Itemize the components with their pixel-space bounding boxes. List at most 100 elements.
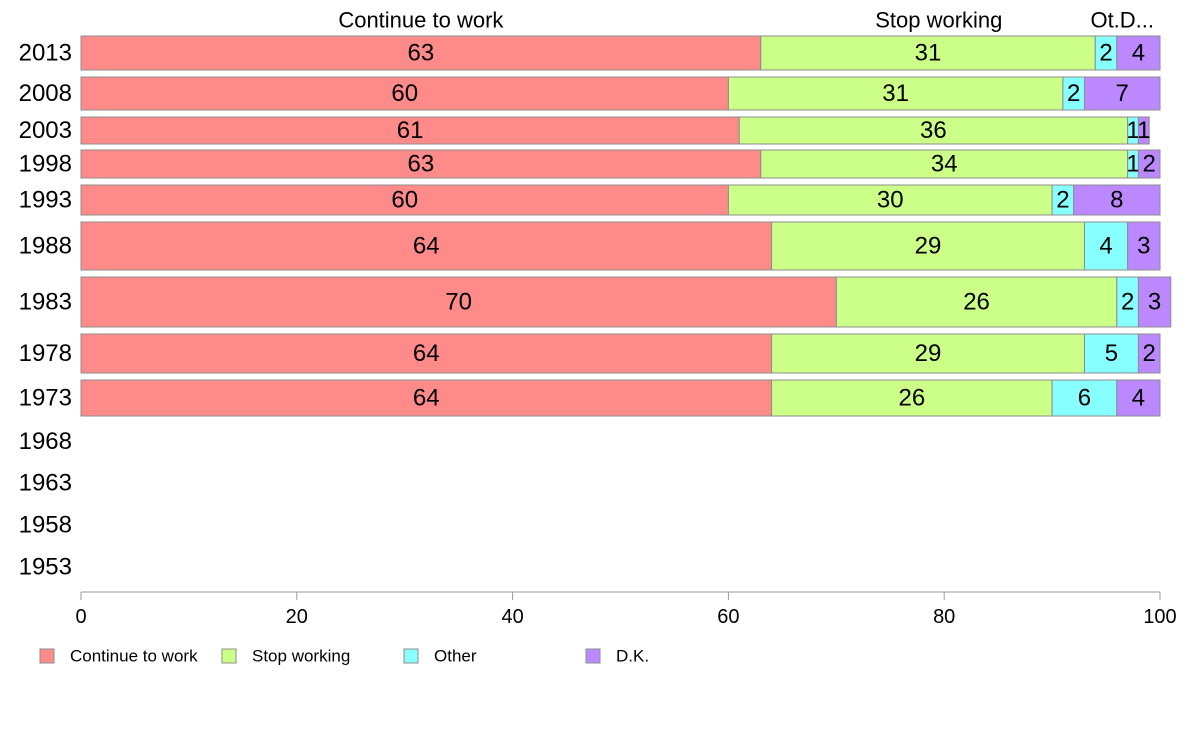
x-axis: 0 20 40 60 80 100	[75, 591, 1177, 628]
bar-data-label: 26	[963, 289, 990, 316]
bar-data-label: 2	[1143, 340, 1156, 367]
bar-segment	[1137, 116, 1150, 145]
bar-segment	[80, 276, 837, 328]
bar-data-label: 2	[1067, 80, 1080, 107]
column-header: Stop working	[875, 8, 1002, 33]
x-tick-label: 100	[1143, 606, 1176, 628]
bar-data-label: 64	[413, 385, 440, 412]
bar-data-label: 64	[413, 233, 440, 260]
bar-data-label: 63	[408, 40, 435, 67]
bar-data-label: 3	[1148, 289, 1161, 316]
bar-segment	[80, 184, 729, 216]
bar-segment	[80, 221, 773, 271]
column-header: Ot.D...	[1090, 8, 1154, 33]
bar-data-label: 1	[1126, 151, 1139, 178]
y-tick-label: 1973	[19, 385, 72, 412]
bar-data-label: 5	[1105, 340, 1118, 367]
bar-segment	[80, 379, 773, 417]
legend: Continue to work Stop working Other D.K.	[39, 647, 649, 666]
bar-segment	[1083, 333, 1139, 374]
y-tick-label: 1968	[19, 428, 72, 455]
bar-segment	[727, 184, 1053, 216]
bar-segment	[1127, 221, 1161, 271]
bar-data-label: 7	[1116, 80, 1129, 107]
bar-data-label: 2	[1056, 187, 1069, 214]
bar-segment	[80, 116, 740, 145]
bar-data-label: 60	[391, 80, 418, 107]
bar-data-label: 4	[1132, 385, 1145, 412]
bar-segment	[1073, 184, 1161, 216]
legend-label: Stop working	[252, 647, 350, 666]
y-tick-label: 1958	[19, 512, 72, 539]
bar-data-label: 2	[1143, 151, 1156, 178]
y-tick-label: 1993	[19, 187, 72, 214]
bar-data-label: 4	[1132, 40, 1145, 67]
bar-segment	[738, 116, 1129, 145]
y-tick-label: 2003	[19, 117, 72, 144]
bar-segment	[1051, 379, 1118, 417]
x-tick-label: 60	[717, 606, 739, 628]
legend-swatch	[221, 648, 237, 664]
legend-label: Continue to work	[70, 647, 198, 666]
bar-segment	[1083, 221, 1129, 271]
bar-data-label: 64	[413, 340, 440, 367]
x-tick-label: 20	[286, 606, 308, 628]
bar-data-label: 31	[915, 40, 942, 67]
x-tick-label: 40	[501, 606, 523, 628]
bar-data-label: 61	[397, 117, 424, 144]
y-axis-labels: 2013 2008 2003 1998 1993 1988 1983 1978 1973 1968…	[19, 40, 72, 581]
bar-data-label: 34	[931, 151, 958, 178]
bar-data-label: 29	[915, 233, 942, 260]
bar-segment	[1137, 276, 1172, 328]
bar-segment	[760, 35, 1096, 71]
bar-segment	[80, 149, 762, 179]
bar-segment	[1116, 35, 1161, 71]
y-tick-label: 2008	[19, 80, 72, 107]
y-tick-label: 1978	[19, 340, 72, 367]
bar-data-label: 31	[882, 80, 909, 107]
bar-data-label: 70	[445, 289, 472, 316]
y-tick-label: 1953	[19, 554, 72, 581]
bar-data-label: 26	[898, 385, 925, 412]
bar-segment	[760, 149, 1129, 179]
bar-data-label: 6	[1078, 385, 1091, 412]
bar-data-label: 4	[1099, 233, 1112, 260]
bar-segment	[771, 221, 1085, 271]
bar-segment	[1137, 149, 1161, 179]
legend-swatch	[39, 648, 55, 664]
bar-segment	[1137, 333, 1161, 374]
column-headers: Continue to work Stop working Ot.D...	[338, 8, 1154, 33]
bar-data-label: 29	[915, 340, 942, 367]
x-tick-label: 0	[75, 606, 86, 628]
bar-data-label: 30	[877, 187, 904, 214]
bar-segment	[80, 35, 762, 71]
bar-segment	[771, 379, 1053, 417]
bar-segment	[1116, 379, 1161, 417]
legend-label: D.K.	[616, 647, 649, 666]
x-tick-label: 80	[933, 606, 955, 628]
bar-segment	[80, 76, 729, 111]
y-tick-label: 1988	[19, 233, 72, 260]
y-tick-label: 1983	[19, 289, 72, 316]
bar-data-label: 36	[920, 117, 947, 144]
bar-data-label: 1	[1126, 117, 1139, 144]
bar-segment	[771, 333, 1085, 374]
bar-segment	[727, 76, 1064, 111]
y-tick-label: 2013	[19, 40, 72, 67]
column-header: Continue to work	[338, 8, 504, 33]
y-tick-label: 1998	[19, 151, 72, 178]
legend-label: Other	[434, 647, 477, 666]
bar-data-label: 1	[1137, 117, 1150, 144]
bar-data-label: 2	[1099, 40, 1112, 67]
legend-swatch	[403, 648, 419, 664]
bar-segment	[835, 276, 1118, 328]
bar-data-label: 60	[391, 187, 418, 214]
bar-data-label: 8	[1110, 187, 1123, 214]
bar-data-label: 63	[408, 151, 435, 178]
bar-segment	[1083, 76, 1161, 111]
bar-data-label: 2	[1121, 289, 1134, 316]
y-tick-label: 1963	[19, 470, 72, 497]
